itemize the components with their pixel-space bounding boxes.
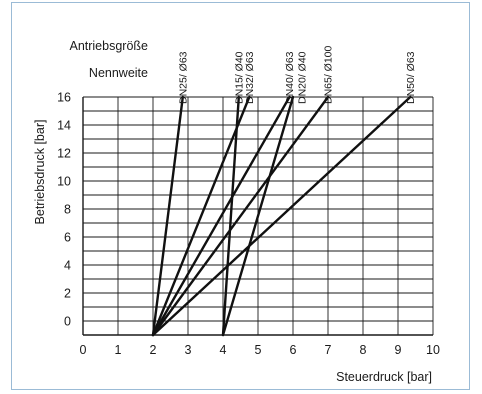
- x-axis-label: Steuerdruck [bar]: [336, 370, 432, 384]
- series-lines: [151, 95, 412, 337]
- x-tick-labels: 0 1 2 3 4 5 6 7 8 9 10: [80, 343, 440, 357]
- y-tick-label: 14: [57, 119, 71, 133]
- x-tick-label: 5: [255, 343, 262, 357]
- series-line: [151, 95, 412, 337]
- series-label: DN50/ Ø63: [405, 51, 417, 104]
- series-label: DN25/ Ø63: [177, 51, 189, 104]
- series-line: [221, 95, 295, 337]
- y-tick-label: 6: [64, 231, 71, 245]
- y-tick-label: 0: [64, 315, 71, 329]
- y-tick-labels: 0 2 4 6 8 10 12 14 16: [57, 91, 71, 329]
- x-tick-label: 6: [290, 343, 297, 357]
- series-line: [221, 95, 241, 337]
- y-tick-label: 8: [64, 203, 71, 217]
- series-line: [151, 95, 291, 337]
- x-tick-label: 2: [150, 343, 157, 357]
- actuator-size-header: Antriebsgröße: [69, 39, 148, 53]
- x-tick-label: 4: [220, 343, 227, 357]
- series-label: DN15/ Ø40: [233, 51, 245, 104]
- series-label: DN65/ Ø100: [323, 45, 335, 104]
- y-axis-label: Betriebsdruck [bar]: [33, 120, 47, 225]
- series-line: [151, 95, 251, 337]
- series-label: DN32/ Ø63: [244, 51, 256, 104]
- x-tick-label: 3: [185, 343, 192, 357]
- y-tick-label: 2: [64, 287, 71, 301]
- y-tick-label: 4: [64, 259, 71, 273]
- y-tick-label: 16: [57, 91, 71, 105]
- x-tick-label: 0: [80, 343, 87, 357]
- x-tick-label: 8: [360, 343, 367, 357]
- series-line: [151, 95, 185, 337]
- x-tick-label: 7: [325, 343, 332, 357]
- y-tick-label: 10: [57, 175, 71, 189]
- x-tick-label: 1: [115, 343, 122, 357]
- x-tick-label: 9: [395, 343, 402, 357]
- y-tick-label: 12: [57, 147, 71, 161]
- series-label: DN40/ Ø63: [284, 51, 296, 104]
- series-line: [151, 95, 330, 337]
- x-tick-label: 10: [426, 343, 440, 357]
- chart-frame: 0 1 2 3 4 5 6 7 8 9 10 0 2 4 6 8 10 12 14 16 DN25/ Ø63 DN15…: [11, 2, 470, 390]
- series-label: DN20/ Ø40: [296, 51, 308, 104]
- nominal-size-header: Nennweite: [89, 66, 148, 80]
